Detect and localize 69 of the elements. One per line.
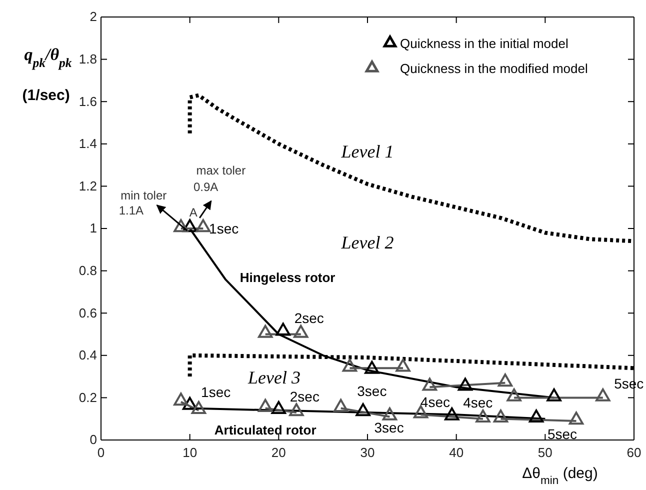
point: [444, 407, 460, 420]
annotation: 2sec: [294, 310, 324, 326]
point: [528, 410, 544, 423]
annotation: 2sec: [290, 388, 320, 404]
point: [258, 398, 273, 412]
x-axis-title: Δθ$_{min}$ (deg): [522, 465, 598, 487]
annotation: 4sec: [463, 394, 493, 411]
x-tick-label: 30: [360, 445, 375, 460]
point: [458, 378, 473, 391]
annotation: Articulated rotor: [214, 422, 316, 438]
point: [506, 388, 522, 402]
y-tick-label: 0.2: [78, 390, 97, 405]
annotation: 3sec: [374, 420, 404, 436]
point: [364, 360, 380, 374]
y-tick-label: 0.4: [78, 348, 97, 363]
point: [182, 396, 198, 410]
annotation: 0.9A: [193, 180, 218, 194]
point: [294, 324, 308, 338]
point: [356, 403, 370, 416]
y-tick-label: 0.8: [78, 262, 97, 278]
text: q$_{pk}$/θ$_{pk}$ (1/sec): [22, 45, 72, 104]
annotation: 1.1A: [118, 203, 144, 218]
annotation: 1sec: [201, 384, 231, 400]
legend-label: Quickness in the initial model: [400, 36, 568, 51]
annotation: Level 2: [340, 232, 394, 252]
x-tick-label: 60: [626, 445, 642, 460]
y-tick-label: 1.4: [78, 136, 97, 152]
point: [498, 374, 513, 387]
point: [174, 219, 188, 232]
y-tick-label: 0.6: [78, 305, 97, 320]
point: [422, 378, 438, 391]
annotation: 5sec: [547, 426, 578, 442]
point: [568, 412, 584, 425]
point: [493, 410, 508, 423]
y-tick-label: 0: [90, 432, 97, 448]
x-tick-label: 50: [538, 445, 552, 460]
point: [289, 403, 304, 416]
point: [382, 407, 398, 420]
y-tick-label: 1.8: [78, 51, 97, 66]
annotation: Level 1: [340, 141, 394, 162]
point: [396, 358, 410, 372]
y-tick-label: 1.6: [78, 94, 97, 109]
point: [596, 388, 610, 402]
point: [191, 401, 206, 414]
annotation: min toler: [120, 188, 167, 203]
annotation: max toler: [196, 163, 246, 178]
point: [196, 219, 211, 232]
annotation: 3sec: [357, 383, 387, 400]
x-tick-label: 20: [271, 445, 286, 460]
point: [333, 398, 348, 412]
annotation: 4sec: [420, 394, 450, 410]
y-tick-label: 1: [90, 220, 97, 236]
point: [276, 322, 290, 336]
annotation: Level 3: [246, 368, 300, 388]
y-tick-label: 2: [90, 9, 97, 24]
point: [174, 392, 188, 406]
x-tick-label: 40: [449, 445, 464, 460]
legend-label: Quickness in the modified model: [400, 61, 588, 76]
point: [476, 410, 490, 423]
point: [271, 401, 286, 414]
x-tick-label: 10: [182, 445, 198, 460]
point: [182, 219, 198, 232]
annotation: Hingeless rotor: [240, 270, 336, 286]
annotation: 1sec: [209, 220, 239, 236]
point: [342, 358, 358, 372]
annotation: A: [189, 206, 198, 220]
y-tick-label: 1.2: [78, 178, 97, 194]
point: [546, 388, 562, 402]
point: [258, 324, 273, 338]
